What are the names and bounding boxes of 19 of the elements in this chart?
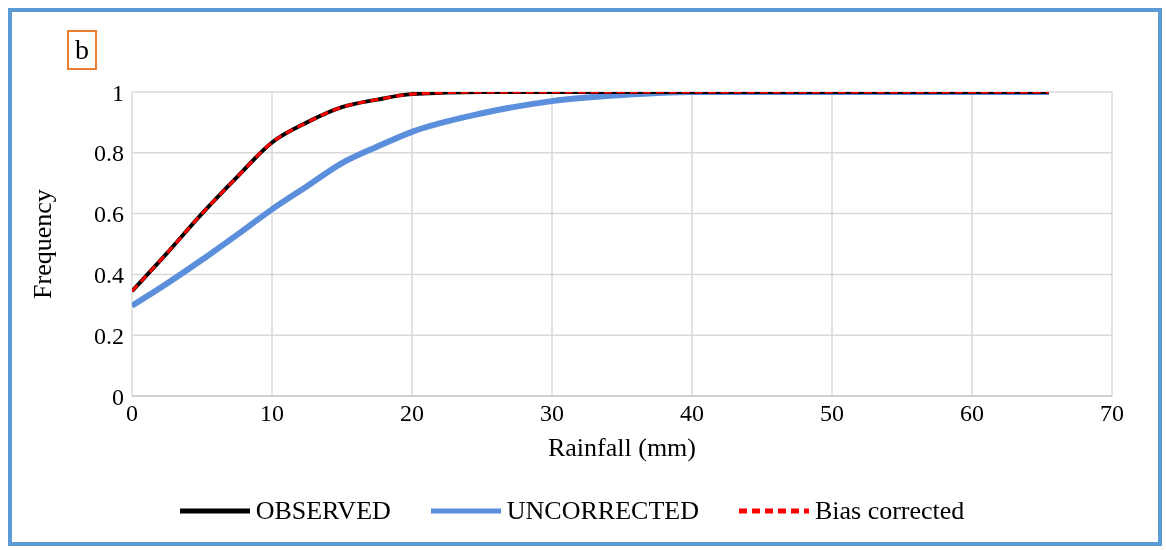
y-tick-label: 0.4 bbox=[94, 261, 124, 288]
x-tick-label: 40 bbox=[680, 400, 704, 427]
x-tick-label: 10 bbox=[260, 400, 284, 427]
x-tick-label: 50 bbox=[820, 400, 844, 427]
x-tick-label: 70 bbox=[1100, 400, 1124, 427]
legend-label: Bias corrected bbox=[814, 496, 965, 526]
legend-label: UNCORRECTED bbox=[506, 496, 699, 526]
y-axis-title: Frequency bbox=[28, 189, 58, 299]
y-tick-label: 0.8 bbox=[94, 140, 124, 167]
x-tick-label: 20 bbox=[400, 400, 424, 427]
y-tick-label: 1 bbox=[112, 79, 124, 106]
y-tick-label: 0.2 bbox=[94, 322, 124, 349]
x-tick-label: 60 bbox=[960, 400, 984, 427]
y-tick-label: 0 bbox=[112, 383, 124, 410]
x-tick-label: 30 bbox=[540, 400, 564, 427]
x-axis-title: Rainfall (mm) bbox=[547, 433, 697, 462]
y-tick-label: 0.6 bbox=[94, 201, 124, 228]
text: b bbox=[67, 30, 97, 70]
legend-label: OBSERVED bbox=[255, 496, 391, 526]
